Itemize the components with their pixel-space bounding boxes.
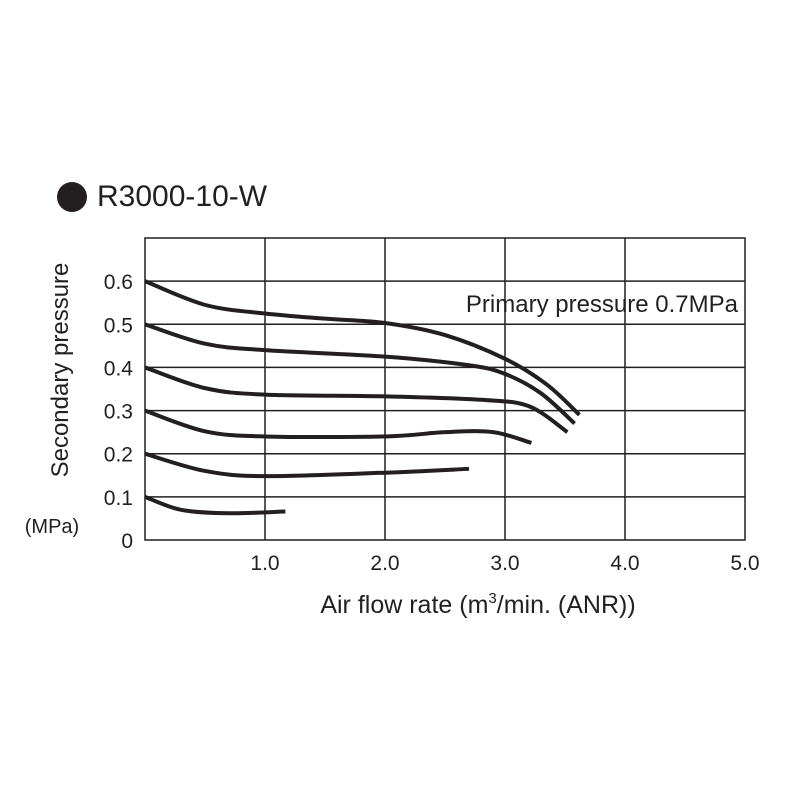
series-curve	[144, 322, 576, 426]
y-tick-label: 0.1	[104, 487, 133, 510]
y-tick-label: 0.2	[104, 444, 133, 467]
plot-frame	[144, 237, 746, 541]
series-curve	[144, 365, 569, 434]
x-axis-label-end: /min. (ANR))	[497, 591, 636, 619]
y-axis-unit: (MPa)	[25, 516, 79, 538]
y-tick-label: 0.4	[104, 357, 134, 380]
x-tick-label: 1.0	[250, 552, 279, 575]
annotation-primary-pressure: Primary pressure 0.7MPa	[466, 291, 739, 318]
series-curve	[144, 451, 470, 479]
chart-title: R3000-10-W	[57, 180, 267, 214]
y-axis-label: Secondary pressure	[47, 263, 74, 478]
y-tick-label: 0.6	[104, 271, 133, 294]
x-axis-label: Air flow rate (m3/min. (ANR))	[320, 590, 635, 619]
y-tick-label: 0	[121, 530, 133, 553]
series-curve	[144, 408, 532, 445]
series-curve	[144, 494, 286, 516]
bullet-icon	[57, 182, 87, 212]
x-axis-label-main: Air flow rate (m	[320, 591, 488, 619]
x-tick-label: 5.0	[730, 552, 759, 575]
x-tick-label: 2.0	[370, 552, 399, 575]
series-curve	[144, 279, 581, 417]
chart-title-text: R3000-10-W	[97, 180, 268, 213]
x-axis-label-sup: 3	[488, 590, 496, 607]
x-tick-label: 4.0	[610, 552, 639, 575]
y-tick-label: 0.5	[104, 314, 133, 337]
y-tick-label: 0.3	[104, 401, 133, 424]
x-tick-label: 3.0	[490, 552, 519, 575]
